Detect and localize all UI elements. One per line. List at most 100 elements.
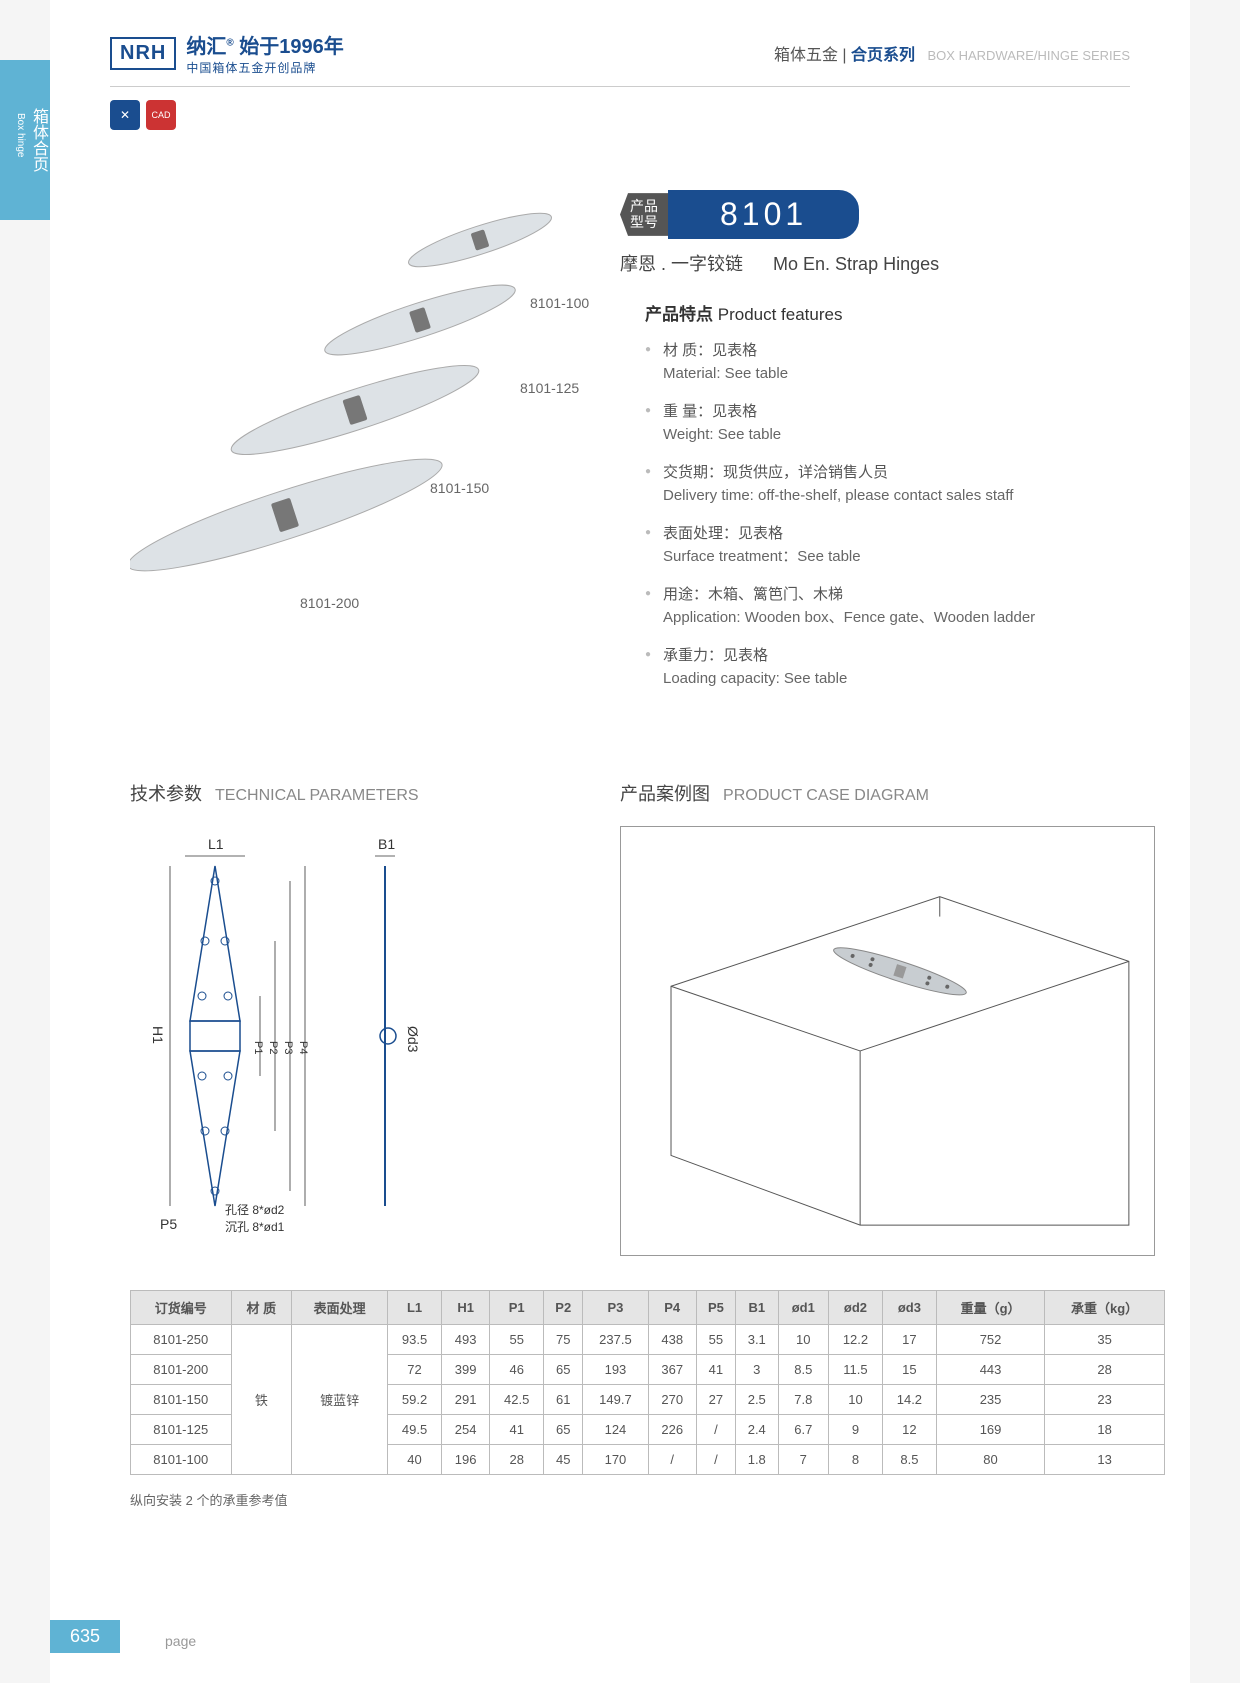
subtitle-en: Mo En. Strap Hinges <box>773 254 939 274</box>
table-cell: 13 <box>1045 1445 1165 1475</box>
table-cell: 2.5 <box>735 1385 778 1415</box>
dim-B1: B1 <box>378 836 395 852</box>
table-cell: 72 <box>388 1355 442 1385</box>
img-label-200: 8101-200 <box>300 595 359 611</box>
table-header-cell: P1 <box>490 1291 544 1325</box>
table-cell: 46 <box>490 1355 544 1385</box>
tech-title: 技术参数 TECHNICAL PARAMETERS <box>130 780 480 806</box>
table-cell: 493 <box>442 1325 490 1355</box>
features-title: 产品特点 Product features <box>645 300 1175 325</box>
dim-P3: P3 <box>282 1041 294 1054</box>
table-header-cell: 订货编号 <box>131 1291 232 1325</box>
table-cell: 10 <box>778 1325 828 1355</box>
table-header-cell: P5 <box>696 1291 735 1325</box>
side-tab: 箱体合页 Box hinge <box>0 60 50 220</box>
table-cell: 3 <box>735 1355 778 1385</box>
table-cell: 170 <box>583 1445 648 1475</box>
product-subtitle: 摩恩 . 一字铰链 Mo En. Strap Hinges <box>620 250 939 276</box>
table-cell: 9 <box>829 1415 883 1445</box>
side-tab-cn: 箱体合页 <box>30 108 47 172</box>
table-cell: 27 <box>696 1385 735 1415</box>
table-row: 8101-250铁镀蓝锌93.54935575237.5438553.11012… <box>131 1325 1165 1355</box>
table-cell: 752 <box>936 1325 1044 1355</box>
feature-item: 交货期：现货供应，详洽销售人员Delivery time: off-the-sh… <box>645 462 1175 507</box>
table-header-cell: 材 质 <box>231 1291 292 1325</box>
table-cell: 399 <box>442 1355 490 1385</box>
table-cell: 235 <box>936 1385 1044 1415</box>
page-header: NRH 纳汇® 始于1996年 中国箱体五金开创品牌 箱体五金 | 合页系列 B… <box>110 30 1130 87</box>
subtitle-cn: 摩恩 . 一字铰链 <box>620 254 743 274</box>
table-cell: 8101-150 <box>131 1385 232 1415</box>
case-diagram <box>620 826 1155 1256</box>
icon-badges: ✕ CAD <box>110 100 176 130</box>
product-image-area: 8101-100 8101-125 8101-150 8101-200 <box>130 185 610 615</box>
table-cell: 55 <box>490 1325 544 1355</box>
feature-item: 材 质：见表格Material: See table <box>645 340 1175 385</box>
table-cell: 124 <box>583 1415 648 1445</box>
dim-P4: P4 <box>297 1041 309 1054</box>
table-cell: 15 <box>882 1355 936 1385</box>
table-cell: 226 <box>648 1415 696 1445</box>
table-cell: 270 <box>648 1385 696 1415</box>
feature-en: Application: Wooden box、Fence gate、Woode… <box>663 607 1175 630</box>
feature-item: 表面处理：见表格Surface treatment：See table <box>645 523 1175 568</box>
table-cell: 55 <box>696 1325 735 1355</box>
table-cell: 80 <box>936 1445 1044 1475</box>
table-cell: 65 <box>544 1415 583 1445</box>
dim-d3: Ød3 <box>405 1026 421 1052</box>
params-table: 订货编号材 质表面处理L1H1P1P2P3P4P5B1ød1ød2ød3重量（g… <box>130 1290 1165 1475</box>
img-label-150: 8101-150 <box>430 480 489 496</box>
feature-cn: 重 量：见表格 <box>663 401 1175 424</box>
table-cell: 149.7 <box>583 1385 648 1415</box>
page-number: 635 <box>50 1620 120 1653</box>
feature-item: 用途：木箱、篱笆门、木梯Application: Wooden box、Fenc… <box>645 584 1175 629</box>
title-tag: 产品型号 <box>620 193 668 236</box>
table-cell: 6.7 <box>778 1415 828 1445</box>
table-cell: 438 <box>648 1325 696 1355</box>
table-header-cell: L1 <box>388 1291 442 1325</box>
table-cell: 10 <box>829 1385 883 1415</box>
table-cell: 41 <box>696 1355 735 1385</box>
feature-en: Material: See table <box>663 363 1175 386</box>
logo-text: 纳汇® 始于1996年 中国箱体五金开创品牌 <box>186 30 343 76</box>
table-cell: 237.5 <box>583 1325 648 1355</box>
table-header-cell: ød1 <box>778 1291 828 1325</box>
hdr-cn2: 合页系列 <box>851 47 915 64</box>
table-cell: 75 <box>544 1325 583 1355</box>
page-label: page <box>165 1633 196 1649</box>
table-cell: 65 <box>544 1355 583 1385</box>
img-label-125: 8101-125 <box>520 380 579 396</box>
dim-note1: 孔径 8*ød2 <box>225 1201 284 1218</box>
table-header-cell: ød2 <box>829 1291 883 1325</box>
hdr-en: BOX HARDWARE/HINGE SERIES <box>928 48 1131 63</box>
table-header-cell: 表面处理 <box>292 1291 388 1325</box>
feature-cn: 承重力：见表格 <box>663 645 1175 668</box>
logo-area: NRH 纳汇® 始于1996年 中国箱体五金开创品牌 <box>110 30 344 76</box>
feature-en: Loading capacity: See table <box>663 668 1175 691</box>
table-cell: 2.4 <box>735 1415 778 1445</box>
table-cell: 40 <box>388 1445 442 1475</box>
table-cell: 28 <box>490 1445 544 1475</box>
table-cell: 8101-125 <box>131 1415 232 1445</box>
logo-brand: NRH <box>110 37 176 70</box>
table-cell: 18 <box>1045 1415 1165 1445</box>
table-cell: 3.1 <box>735 1325 778 1355</box>
hinge-photos <box>130 185 610 615</box>
table-cell: 59.2 <box>388 1385 442 1415</box>
table-cell: 7 <box>778 1445 828 1475</box>
table-cell: 8101-100 <box>131 1445 232 1475</box>
dim-L1: L1 <box>208 836 224 852</box>
table-cell: 35 <box>1045 1325 1165 1355</box>
dim-P5: P5 <box>160 1216 177 1232</box>
table-cell: 8.5 <box>778 1355 828 1385</box>
header-category: 箱体五金 | 合页系列 BOX HARDWARE/HINGE SERIES <box>774 41 1130 65</box>
table-cell: 169 <box>936 1415 1044 1445</box>
table-cell: / <box>696 1445 735 1475</box>
table-cell: 93.5 <box>388 1325 442 1355</box>
table-cell: 45 <box>544 1445 583 1475</box>
table-cell: 12.2 <box>829 1325 883 1355</box>
feature-cn: 材 质：见表格 <box>663 340 1175 363</box>
table-cell: 42.5 <box>490 1385 544 1415</box>
table-cell: 254 <box>442 1415 490 1445</box>
table-cell: / <box>696 1415 735 1445</box>
